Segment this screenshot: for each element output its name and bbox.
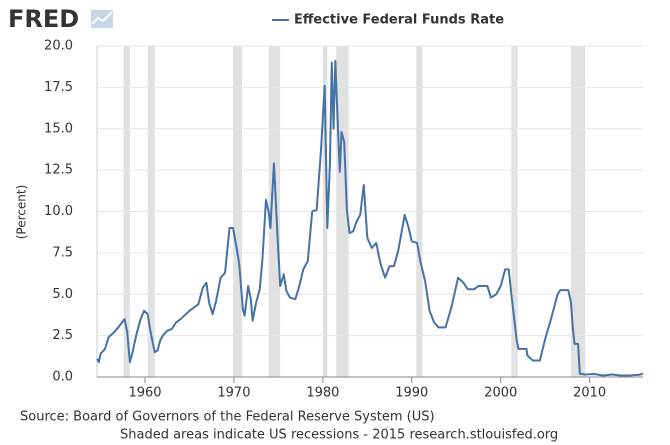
y-tick-label: 10.0 bbox=[44, 204, 73, 219]
source: Source: Board of Governors of the Federa… bbox=[20, 410, 435, 425]
note: Shaded areas indicate US recessions - 20… bbox=[120, 428, 558, 443]
y-tick-label: 17.5 bbox=[44, 80, 73, 95]
logo-icon bbox=[91, 10, 113, 28]
logo: FRED bbox=[8, 5, 79, 33]
x-tick-label: 1960 bbox=[128, 386, 161, 401]
x-tick-label: 1970 bbox=[217, 386, 250, 401]
y-tick-label: 20.0 bbox=[44, 39, 73, 54]
y-tick-label: 15.0 bbox=[44, 121, 73, 136]
legend-label: Effective Federal Funds Rate bbox=[294, 13, 504, 28]
x-tick-label: 1990 bbox=[395, 386, 428, 401]
y-axis-label: (Percent) bbox=[15, 185, 29, 240]
y-tick-label: 5.0 bbox=[52, 287, 73, 302]
y-tick-label: 12.5 bbox=[44, 163, 73, 178]
logo-icon-line bbox=[91, 11, 113, 25]
y-tick-label: 2.5 bbox=[52, 328, 73, 343]
x-tick-label: 1980 bbox=[306, 386, 339, 401]
x-tick-label: 2010 bbox=[573, 386, 606, 401]
y-tick-label: 7.5 bbox=[52, 245, 73, 260]
y-tick-label: 0.0 bbox=[52, 370, 73, 385]
logo-icon-bg bbox=[91, 10, 113, 28]
data-line bbox=[96, 59, 644, 377]
x-tick-label: 2000 bbox=[484, 386, 517, 401]
